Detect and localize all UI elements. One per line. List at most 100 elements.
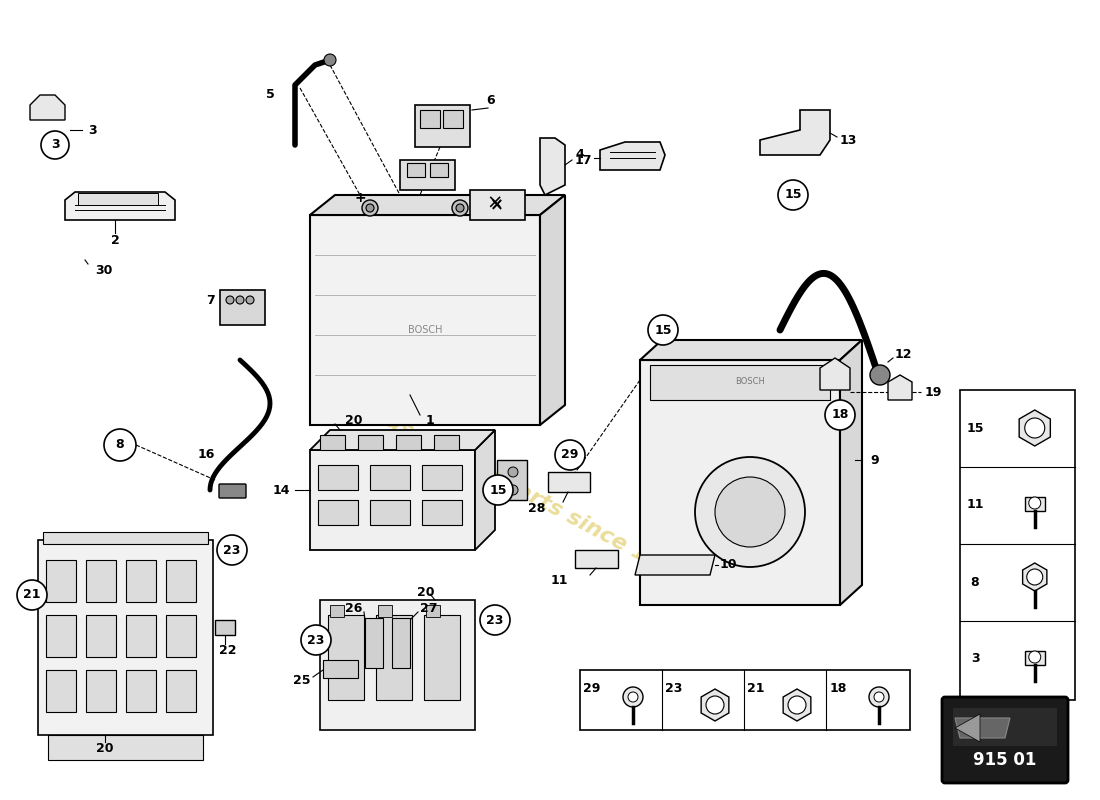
Circle shape [1028, 651, 1041, 663]
FancyBboxPatch shape [220, 290, 265, 325]
FancyBboxPatch shape [443, 110, 463, 128]
Polygon shape [214, 620, 235, 635]
Text: 20: 20 [97, 742, 113, 754]
FancyBboxPatch shape [320, 435, 345, 450]
FancyBboxPatch shape [1025, 497, 1045, 511]
Text: 7: 7 [207, 294, 215, 306]
Text: 10: 10 [720, 558, 737, 571]
Circle shape [778, 180, 808, 210]
FancyBboxPatch shape [310, 450, 475, 550]
FancyBboxPatch shape [640, 360, 840, 605]
Circle shape [104, 429, 136, 461]
Text: 6: 6 [486, 94, 495, 106]
Circle shape [825, 400, 855, 430]
FancyBboxPatch shape [470, 190, 525, 220]
Text: BOSCH: BOSCH [408, 325, 442, 335]
Text: +: + [354, 191, 366, 205]
Text: 4: 4 [575, 149, 584, 162]
Circle shape [362, 200, 378, 216]
FancyBboxPatch shape [126, 670, 156, 712]
Bar [580, 670, 910, 730]
Text: 23: 23 [223, 543, 241, 557]
FancyBboxPatch shape [422, 500, 462, 525]
Circle shape [869, 687, 889, 707]
Text: 15: 15 [490, 483, 507, 497]
FancyBboxPatch shape [86, 615, 116, 657]
Text: 23: 23 [307, 634, 324, 646]
Text: 8: 8 [970, 575, 979, 589]
FancyBboxPatch shape [953, 708, 1057, 746]
FancyBboxPatch shape [365, 618, 383, 668]
FancyBboxPatch shape [43, 532, 208, 544]
FancyBboxPatch shape [650, 365, 830, 400]
FancyBboxPatch shape [358, 435, 383, 450]
FancyBboxPatch shape [320, 600, 475, 730]
Text: ×: × [491, 196, 504, 214]
FancyBboxPatch shape [39, 540, 213, 735]
Circle shape [226, 296, 234, 304]
Circle shape [508, 485, 518, 495]
FancyBboxPatch shape [396, 435, 421, 450]
Circle shape [246, 296, 254, 304]
Polygon shape [760, 110, 830, 155]
Circle shape [301, 625, 331, 655]
Text: ×: × [487, 194, 503, 213]
Circle shape [788, 696, 806, 714]
FancyBboxPatch shape [126, 560, 156, 602]
Circle shape [695, 457, 805, 567]
Polygon shape [575, 550, 618, 568]
Text: 9: 9 [870, 454, 879, 466]
Text: 15: 15 [966, 422, 983, 434]
FancyBboxPatch shape [1025, 651, 1045, 665]
Text: 15: 15 [784, 189, 802, 202]
Text: 25: 25 [293, 674, 310, 686]
Text: a passion for parts since 1995: a passion for parts since 1995 [349, 392, 692, 588]
Circle shape [217, 535, 248, 565]
Circle shape [41, 131, 69, 159]
FancyBboxPatch shape [378, 605, 392, 617]
Text: 20: 20 [418, 586, 434, 598]
FancyBboxPatch shape [370, 500, 410, 525]
Text: 15: 15 [654, 323, 672, 337]
FancyBboxPatch shape [46, 615, 76, 657]
Text: 19: 19 [925, 386, 943, 398]
Text: 16: 16 [198, 449, 214, 462]
FancyBboxPatch shape [328, 615, 364, 700]
FancyBboxPatch shape [166, 615, 196, 657]
Polygon shape [65, 192, 175, 220]
Circle shape [452, 200, 468, 216]
Text: 21: 21 [747, 682, 764, 694]
Text: 14: 14 [273, 483, 290, 497]
FancyBboxPatch shape [424, 615, 460, 700]
FancyBboxPatch shape [86, 560, 116, 602]
FancyBboxPatch shape [422, 465, 462, 490]
Text: 17: 17 [574, 154, 592, 166]
Polygon shape [820, 358, 850, 390]
Circle shape [706, 696, 724, 714]
Polygon shape [30, 95, 65, 120]
Circle shape [236, 296, 244, 304]
FancyBboxPatch shape [407, 163, 425, 177]
Text: 22: 22 [219, 643, 236, 657]
Circle shape [623, 687, 643, 707]
Text: 23: 23 [666, 682, 683, 694]
FancyBboxPatch shape [323, 660, 358, 678]
Text: 8: 8 [116, 438, 124, 451]
Circle shape [366, 204, 374, 212]
Text: 21: 21 [23, 589, 41, 602]
FancyBboxPatch shape [219, 484, 246, 498]
Text: 20: 20 [345, 414, 363, 426]
Polygon shape [640, 340, 862, 360]
FancyBboxPatch shape [370, 465, 410, 490]
FancyBboxPatch shape [310, 215, 540, 425]
Text: 29: 29 [561, 449, 579, 462]
Circle shape [1028, 497, 1041, 509]
Polygon shape [540, 138, 565, 195]
Circle shape [324, 54, 336, 66]
Polygon shape [783, 689, 811, 721]
Text: 28: 28 [528, 502, 544, 514]
Text: 3: 3 [88, 123, 97, 137]
Text: 26: 26 [344, 602, 362, 614]
FancyBboxPatch shape [166, 560, 196, 602]
Polygon shape [701, 689, 729, 721]
